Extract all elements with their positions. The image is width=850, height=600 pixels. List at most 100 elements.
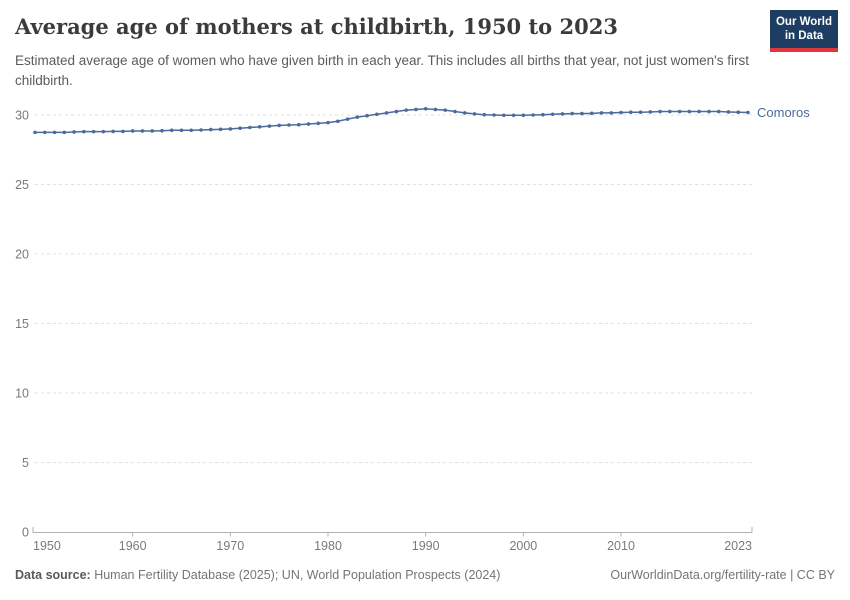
y-axis-tick-label: 0: [22, 526, 29, 540]
data-point: [404, 108, 408, 112]
data-point: [541, 112, 545, 117]
data-point: [531, 113, 535, 117]
data-point: [423, 106, 428, 111]
data-point: [345, 117, 350, 121]
data-point: [365, 113, 369, 118]
x-axis-tick-label: 1980: [314, 539, 342, 553]
data-point: [248, 125, 252, 130]
data-point: [668, 109, 672, 114]
owid-logo-line2: in Data: [784, 30, 824, 43]
data-point: [599, 111, 604, 115]
license-text: OurWorldinData.org/fertility-rate | CC B…: [610, 568, 835, 582]
data-point: [140, 129, 145, 133]
data-point: [335, 119, 340, 124]
data-point: [111, 129, 115, 134]
data-point: [189, 128, 194, 133]
x-axis-tick-label: 2023: [724, 539, 752, 553]
data-point: [62, 130, 67, 135]
data-point: [502, 113, 506, 118]
data-point: [42, 130, 47, 135]
data-point: [609, 111, 614, 115]
data-point: [209, 127, 213, 132]
y-axis-tick-label: 10: [15, 387, 29, 401]
data-point: [726, 110, 731, 114]
data-point: [443, 108, 448, 112]
data-point: [121, 129, 125, 134]
data-point: [326, 120, 330, 125]
data-point: [91, 129, 96, 134]
y-axis-tick-label: 20: [15, 248, 29, 262]
data-point: [375, 112, 379, 117]
data-point: [628, 110, 633, 115]
data-point: [101, 129, 106, 134]
data-point: [199, 128, 203, 132]
data-point: [287, 123, 291, 127]
data-point: [677, 109, 682, 114]
data-point: [453, 109, 457, 114]
data-point: [257, 125, 262, 129]
data-point: [697, 109, 701, 114]
data-point: [384, 111, 389, 115]
data-point: [179, 128, 184, 133]
data-source-label: Data source:: [15, 568, 91, 582]
series-end-label: Comoros: [757, 105, 810, 120]
data-point: [433, 107, 438, 112]
chart-subtitle: Estimated average age of women who have …: [15, 53, 749, 88]
data-point: [267, 124, 272, 128]
data-point: [150, 129, 155, 133]
data-point: [482, 112, 487, 117]
data-point: [218, 127, 223, 132]
data-point: [570, 111, 574, 116]
data-point: [169, 128, 174, 133]
y-axis-tick-label: 15: [15, 317, 29, 331]
data-point: [33, 130, 37, 135]
data-point: [580, 111, 584, 116]
data-point: [296, 122, 301, 127]
data-point: [560, 112, 565, 116]
data-point: [52, 130, 57, 135]
data-source-value: Human Fertility Database (2025); UN, Wor…: [90, 568, 501, 582]
data-point: [228, 127, 233, 131]
chart-footer: Data source: Human Fertility Database (2…: [15, 568, 835, 582]
x-axis-tick-label: 1950: [33, 539, 61, 553]
data-point: [355, 115, 360, 119]
page-title: Average age of mothers at childbirth, 19…: [15, 14, 618, 39]
data-point: [707, 109, 711, 114]
data-source-text: Data source: Human Fertility Database (2…: [15, 568, 500, 582]
data-point: [72, 130, 76, 134]
x-axis-tick-label: 2010: [607, 539, 635, 553]
data-point: [511, 113, 516, 118]
data-point: [521, 113, 526, 118]
data-point: [648, 110, 653, 114]
data-point: [746, 110, 750, 115]
data-point: [82, 129, 86, 134]
y-axis-tick-label: 30: [15, 109, 29, 123]
data-point: [619, 110, 623, 115]
owid-logo-line1: Our World: [775, 16, 832, 28]
data-point: [716, 109, 721, 114]
data-point: [589, 111, 594, 116]
data-point: [130, 129, 135, 133]
data-point: [472, 112, 477, 116]
data-point: [316, 121, 321, 126]
data-point: [238, 126, 242, 131]
data-point: [462, 111, 467, 115]
y-axis-tick-label: 25: [15, 178, 29, 192]
data-point: [736, 110, 741, 115]
data-point: [638, 110, 643, 115]
data-point: [492, 113, 496, 117]
x-axis-tick-label: 1970: [216, 539, 244, 553]
data-point: [160, 128, 164, 133]
data-point: [306, 122, 311, 126]
data-point: [394, 109, 399, 114]
y-axis-tick-label: 5: [22, 456, 29, 470]
owid-logo: Our World in Data: [770, 10, 838, 52]
x-axis-tick-label: 1960: [119, 539, 147, 553]
data-point: [550, 112, 555, 117]
data-point: [687, 109, 692, 114]
data-point: [658, 109, 662, 114]
x-axis-tick-label: 1990: [412, 539, 440, 553]
x-axis-tick-label: 2000: [509, 539, 537, 553]
